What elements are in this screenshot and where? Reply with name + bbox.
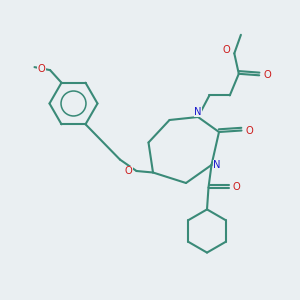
Text: N: N [194, 106, 202, 117]
Text: O: O [125, 166, 133, 176]
Text: O: O [233, 182, 241, 193]
Text: O: O [38, 64, 46, 74]
Text: O: O [222, 45, 230, 56]
Text: O: O [245, 125, 253, 136]
Text: N: N [213, 160, 220, 170]
Text: O: O [263, 70, 271, 80]
